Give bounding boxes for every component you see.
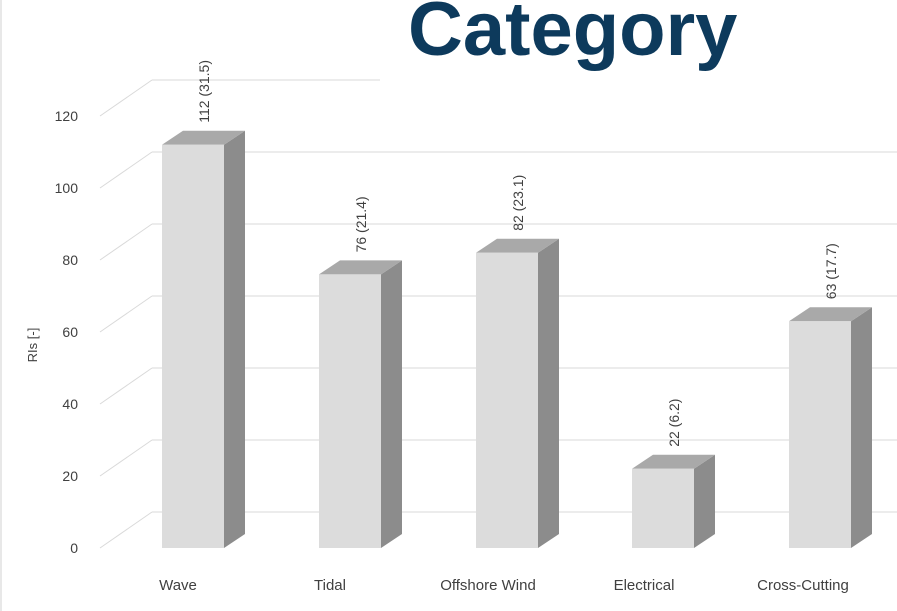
y-tick-label: 100 — [55, 180, 79, 196]
bar-side — [851, 307, 872, 548]
category-label: Offshore Wind — [440, 577, 536, 594]
bar-top — [632, 454, 715, 469]
y-tick-label: 80 — [62, 252, 78, 268]
bar-front — [319, 274, 381, 548]
gridline-diagonal — [99, 151, 153, 189]
y-tick-label: 60 — [62, 324, 78, 340]
y-axis-label: RIs [-] — [25, 328, 40, 363]
category-label: Electrical — [614, 577, 675, 594]
bar-top — [476, 238, 559, 253]
bar-side — [381, 260, 402, 548]
bar — [162, 130, 245, 549]
bar-top — [319, 260, 402, 275]
data-label: 112 (31.5) — [196, 60, 212, 123]
category-labels: Wave Tidal Offshore Wind Electrical Cross-Cu… — [159, 577, 849, 594]
bar — [789, 307, 872, 548]
bar-front — [476, 252, 538, 549]
slide-title: Category — [408, 0, 737, 72]
bar-front — [789, 321, 851, 548]
bar-side — [224, 130, 245, 549]
category-label: Cross-Cutting — [757, 577, 849, 594]
data-label: 82 (23.1) — [510, 175, 526, 231]
gridline-diagonal — [99, 295, 153, 333]
data-labels: 112 (31.5) 76 (21.4) 82 (23.1) 22 (6.2) 63 (… — [196, 60, 839, 447]
bar-side — [694, 454, 715, 548]
gridline-diagonal — [99, 511, 153, 549]
bars — [162, 130, 872, 549]
y-tick-label: 0 — [70, 540, 78, 556]
gridline-diagonal — [99, 439, 153, 477]
bar — [319, 260, 402, 548]
bar-front — [632, 468, 694, 548]
bar — [476, 238, 559, 549]
bar-front — [162, 144, 224, 549]
y-axis-ticks: 0 20 40 60 80 100 120 — [55, 108, 79, 556]
data-label: 76 (21.4) — [353, 196, 369, 252]
data-label: 63 (17.7) — [823, 243, 839, 299]
bar-top — [162, 130, 245, 145]
gridline-diagonal — [99, 367, 153, 405]
category-label: Wave — [159, 577, 197, 594]
gridline-diagonal — [99, 223, 153, 261]
category-label: Tidal — [314, 577, 346, 594]
y-tick-label: 120 — [55, 108, 79, 124]
y-tick-label: 20 — [62, 468, 78, 484]
gridline-diagonal — [99, 79, 153, 117]
title-backdrop — [380, 0, 897, 88]
bar-top — [789, 307, 872, 322]
bar-side — [538, 238, 559, 549]
bar — [632, 454, 715, 548]
y-tick-label: 40 — [62, 396, 78, 412]
data-label: 22 (6.2) — [666, 399, 682, 447]
